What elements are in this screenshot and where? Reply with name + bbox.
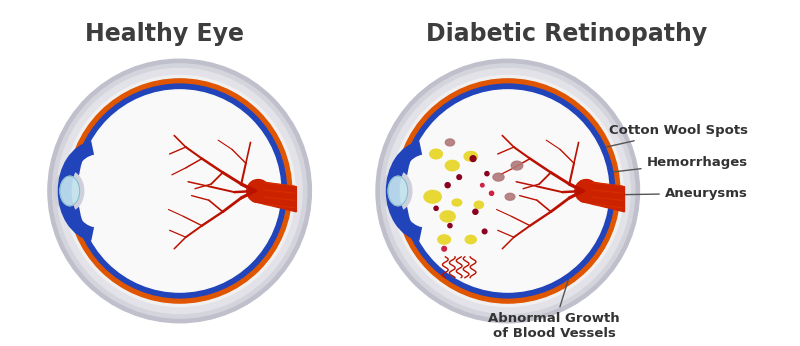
Text: Abnormal Growth
of Blood Vessels: Abnormal Growth of Blood Vessels — [488, 254, 620, 340]
Polygon shape — [253, 181, 296, 212]
Circle shape — [381, 64, 635, 318]
Circle shape — [473, 209, 478, 214]
Circle shape — [442, 246, 446, 251]
Ellipse shape — [388, 176, 408, 206]
Circle shape — [401, 84, 614, 298]
Ellipse shape — [474, 201, 483, 209]
Ellipse shape — [424, 190, 442, 203]
Circle shape — [57, 69, 302, 313]
Ellipse shape — [54, 171, 84, 211]
Circle shape — [448, 224, 452, 228]
Circle shape — [392, 75, 623, 307]
Polygon shape — [581, 181, 625, 212]
Text: Hemorrhages: Hemorrhages — [513, 156, 748, 184]
Ellipse shape — [466, 235, 476, 244]
Circle shape — [386, 69, 630, 313]
Circle shape — [434, 206, 438, 210]
Ellipse shape — [382, 171, 412, 211]
Circle shape — [78, 90, 281, 292]
Circle shape — [376, 59, 639, 323]
Ellipse shape — [446, 160, 459, 171]
Ellipse shape — [493, 173, 504, 181]
Ellipse shape — [505, 193, 515, 200]
Ellipse shape — [438, 235, 450, 244]
Ellipse shape — [440, 211, 455, 222]
Circle shape — [485, 172, 489, 176]
Ellipse shape — [452, 199, 462, 206]
Circle shape — [246, 180, 270, 202]
Circle shape — [482, 229, 487, 234]
Ellipse shape — [430, 149, 442, 159]
Ellipse shape — [446, 139, 454, 146]
Circle shape — [406, 90, 609, 292]
Circle shape — [481, 183, 484, 187]
Circle shape — [396, 79, 620, 303]
Circle shape — [64, 75, 295, 307]
Text: Diabetic Retinopathy: Diabetic Retinopathy — [426, 21, 707, 46]
Circle shape — [53, 64, 306, 318]
Circle shape — [48, 59, 311, 323]
Circle shape — [470, 156, 476, 162]
Circle shape — [445, 183, 450, 188]
Text: Healthy Eye: Healthy Eye — [86, 21, 245, 46]
Ellipse shape — [511, 161, 522, 170]
Ellipse shape — [464, 152, 478, 161]
Circle shape — [67, 79, 292, 303]
Text: Aneurysms: Aneurysms — [499, 187, 748, 200]
Circle shape — [490, 191, 494, 195]
Circle shape — [457, 175, 462, 180]
Circle shape — [575, 180, 598, 202]
Text: Cotton Wool Spots: Cotton Wool Spots — [516, 124, 748, 167]
Ellipse shape — [60, 176, 80, 206]
Circle shape — [73, 84, 286, 298]
